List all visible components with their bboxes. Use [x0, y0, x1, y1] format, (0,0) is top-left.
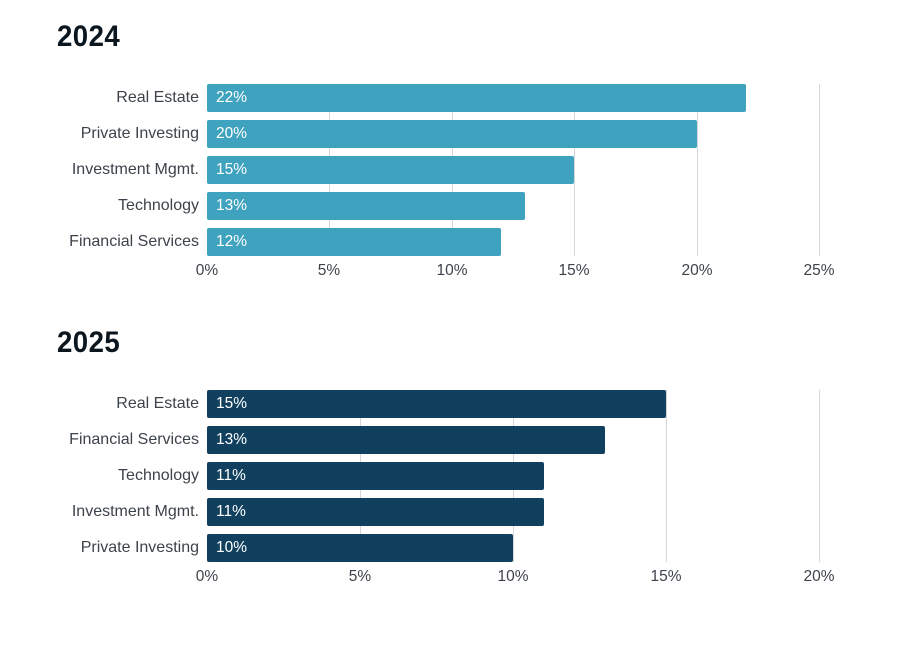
bar: 15%	[207, 390, 666, 418]
x-axis-tick-label: 15%	[558, 262, 590, 279]
x-axis-2025: 0% 5% 10% 15% 20%	[196, 568, 835, 588]
chart-title-2025: 2025	[57, 326, 121, 359]
bar-row: Real Estate 22%	[0, 84, 910, 112]
bar-value-label: 11%	[216, 503, 246, 520]
x-axis-tick-label: 20%	[803, 568, 835, 585]
bar: 11%	[207, 462, 544, 490]
bar: 10%	[207, 534, 513, 562]
category-label: Investment Mgmt.	[71, 503, 199, 520]
chart-title-2024: 2024	[57, 20, 121, 53]
bar-row: Private Investing 10%	[0, 534, 910, 562]
category-label: Private Investing	[80, 539, 199, 556]
category-label: Real Estate	[116, 395, 199, 412]
x-axis-tick-label: 20%	[681, 262, 713, 279]
bar-row: Technology 11%	[0, 462, 910, 490]
bar-row: Financial Services 12%	[0, 228, 910, 256]
bar-row: Investment Mgmt. 15%	[0, 156, 910, 184]
bar: 13%	[207, 426, 605, 454]
bar: 11%	[207, 498, 544, 526]
x-axis-tick-label: 10%	[497, 568, 529, 585]
bar-value-label: 12%	[216, 233, 248, 250]
x-axis-tick-label: 5%	[317, 262, 341, 279]
bar-value-label: 15%	[216, 161, 248, 178]
bar-value-label: 10%	[216, 539, 248, 556]
bar-rows-2025: Real Estate 15% Financial Services 13% Techn…	[0, 390, 910, 570]
category-label: Investment Mgmt.	[71, 161, 199, 178]
gridline	[666, 390, 667, 562]
bar-chart-2024: 2024 Real Estate 22% Private Investing 20% I…	[0, 0, 910, 300]
bar-value-label: 13%	[216, 431, 248, 448]
bar: 13%	[207, 192, 525, 220]
category-label: Financial Services	[69, 233, 199, 250]
bar-row: Financial Services 13%	[0, 426, 910, 454]
bar-value-label: 15%	[216, 395, 248, 412]
x-axis-2024: 0% 5% 10% 15% 20% 25%	[196, 262, 835, 282]
bar-value-label: 11%	[216, 467, 246, 484]
category-label: Real Estate	[116, 89, 199, 106]
bar: 22%	[207, 84, 746, 112]
bar: 15%	[207, 156, 574, 184]
gridline	[819, 390, 820, 562]
bar-rows-2024: Real Estate 22% Private Investing 20% Invest…	[0, 84, 910, 264]
bar-row: Real Estate 15%	[0, 390, 910, 418]
x-axis-tick-label: 0%	[195, 568, 219, 585]
plot-area-2025: Real Estate 15% Financial Services 13% Techn…	[0, 390, 910, 590]
plot-area-2024: Real Estate 22% Private Investing 20% Invest…	[0, 84, 910, 284]
gridline	[819, 84, 820, 256]
category-label: Technology	[118, 467, 199, 484]
bar-value-label: 22%	[216, 89, 248, 106]
category-label: Private Investing	[80, 125, 199, 142]
category-label: Technology	[118, 197, 199, 214]
x-axis-tick-label: 0%	[195, 262, 219, 279]
category-label: Financial Services	[69, 431, 199, 448]
bar-row: Private Investing 20%	[0, 120, 910, 148]
x-axis-tick-label: 10%	[436, 262, 468, 279]
x-axis-tick-label: 15%	[650, 568, 682, 585]
x-axis-tick-label: 25%	[803, 262, 835, 279]
bar-row: Technology 13%	[0, 192, 910, 220]
bar-value-label: 20%	[216, 125, 248, 142]
bar-row: Investment Mgmt. 11%	[0, 498, 910, 526]
gridline	[574, 84, 575, 256]
bar: 12%	[207, 228, 501, 256]
bar-chart-2025: 2025 Real Estate 15% Financial Services 13%…	[0, 306, 910, 606]
x-axis-tick-label: 5%	[348, 568, 372, 585]
bar-value-label: 13%	[216, 197, 248, 214]
bar: 20%	[207, 120, 697, 148]
gridline	[697, 84, 698, 256]
